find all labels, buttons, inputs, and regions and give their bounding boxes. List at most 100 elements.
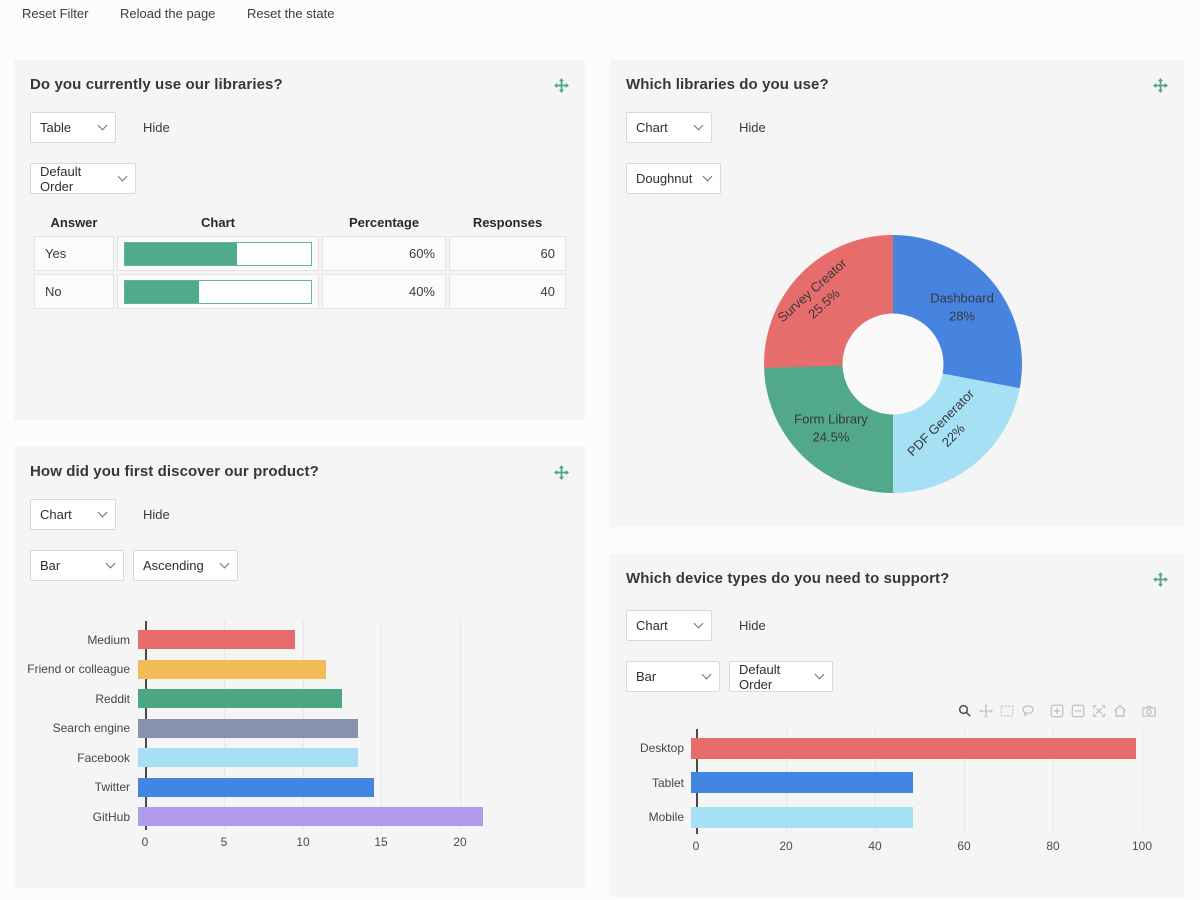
- col-header-chart: Chart: [201, 215, 235, 230]
- reload-page-button[interactable]: Reload the page: [120, 6, 216, 21]
- x-tick: 60: [957, 839, 971, 853]
- hide-button[interactable]: Hide: [739, 120, 766, 135]
- page-title: Which device types do you need to suppor…: [626, 570, 950, 587]
- cell-percentage: 40%: [322, 274, 446, 309]
- cell-answer: No: [34, 274, 114, 309]
- camera-icon[interactable]: [1142, 704, 1156, 718]
- x-tick: 0: [692, 839, 700, 853]
- chevron-down-icon: [693, 618, 704, 629]
- cell-percentage: 60%: [322, 236, 446, 271]
- slice-percent: 28%: [948, 308, 976, 323]
- view-type-select[interactable]: Chart: [30, 499, 116, 530]
- chart-type-select[interactable]: Bar: [626, 661, 720, 692]
- hide-button[interactable]: Hide: [143, 120, 170, 135]
- doughnut-chart[interactable]: [764, 235, 1022, 493]
- slice-name: Dashboard: [930, 290, 994, 306]
- bar-row: Desktop: [610, 731, 1184, 766]
- bar-reddit[interactable]: [138, 689, 342, 709]
- chevron-down-icon: [693, 120, 704, 131]
- progress-track: [124, 241, 312, 266]
- x-tick: 10: [296, 835, 310, 849]
- bar-friend-or-colleague[interactable]: [138, 659, 326, 679]
- chevron-down-icon: [219, 558, 230, 569]
- chart-type-select[interactable]: Doughnut: [626, 163, 721, 194]
- bar-row: Twitter: [14, 773, 585, 803]
- bar-rows: Medium Friend or colleague Reddit Search…: [14, 625, 585, 832]
- bar-tablet[interactable]: [691, 772, 913, 794]
- cell-answer: Yes: [34, 236, 114, 271]
- bar-category-label: Search engine: [52, 721, 130, 736]
- zoom-in-icon[interactable]: [1050, 704, 1064, 718]
- bar-category-label: Friend or colleague: [27, 662, 130, 677]
- panel-device-types: Which device types do you need to suppor…: [610, 554, 1184, 897]
- bar-facebook[interactable]: [138, 748, 358, 768]
- chart-type-value: Doughnut: [636, 171, 693, 186]
- cell-responses: 60: [449, 236, 566, 271]
- bar-github[interactable]: [138, 807, 483, 827]
- gridline: [1053, 729, 1054, 834]
- bar-category-label: Tablet: [651, 775, 684, 790]
- bar-category-label: GitHub: [92, 809, 130, 824]
- autoscale-icon[interactable]: [1092, 704, 1106, 718]
- order-value: Default Order: [40, 163, 82, 194]
- slice-label-form-library: Form Library 24.5%: [794, 410, 868, 445]
- x-tick: 0: [141, 835, 149, 849]
- chart-type-value: Bar: [40, 558, 61, 573]
- view-type-select[interactable]: Chart: [626, 610, 712, 641]
- x-tick: 80: [1046, 839, 1060, 853]
- chevron-down-icon: [117, 171, 128, 182]
- chart-type-select[interactable]: Bar: [30, 550, 124, 581]
- reset-axes-home-icon[interactable]: [1113, 704, 1127, 718]
- reset-filter-button[interactable]: Reset Filter: [22, 6, 89, 21]
- col-header-responses: Responses: [472, 215, 543, 230]
- bar-category-label: Desktop: [639, 741, 684, 756]
- bar-row: Facebook: [14, 743, 585, 773]
- zoom-out-icon[interactable]: [1071, 704, 1085, 718]
- col-header-answer: Answer: [50, 215, 98, 230]
- progress-bar: [125, 242, 237, 265]
- gridline: [460, 621, 461, 830]
- order-select[interactable]: Default Order: [729, 661, 833, 692]
- move-icon[interactable]: [553, 77, 570, 99]
- move-icon[interactable]: [1152, 77, 1169, 99]
- order-select[interactable]: Default Order: [30, 163, 136, 194]
- hide-button[interactable]: Hide: [739, 618, 766, 633]
- zoom-icon[interactable]: [958, 704, 972, 718]
- view-type-select[interactable]: Chart: [626, 112, 712, 143]
- panel-use-libraries: Do you currently use our libraries? Tabl…: [14, 60, 585, 420]
- page-title: Do you currently use our libraries?: [30, 76, 283, 93]
- cell-responses: 40: [449, 274, 566, 309]
- move-icon[interactable]: [553, 464, 570, 486]
- x-tick: 15: [374, 835, 388, 849]
- move-icon[interactable]: [1152, 571, 1169, 593]
- order-value: Default Order: [739, 661, 781, 692]
- lasso-icon[interactable]: [1021, 704, 1035, 718]
- bar-row: Search engine: [14, 714, 585, 744]
- view-type-value: Table: [40, 120, 72, 135]
- page-title: Which libraries do you use?: [626, 76, 829, 93]
- gridline: [964, 729, 965, 834]
- bar-desktop[interactable]: [691, 737, 1136, 759]
- chevron-down-icon: [97, 507, 108, 518]
- bar-twitter[interactable]: [138, 777, 374, 797]
- bar-medium[interactable]: [138, 630, 295, 650]
- bar-row: Reddit: [14, 684, 585, 714]
- box-select-icon[interactable]: [1000, 704, 1014, 718]
- bar-category-label: Twitter: [94, 780, 130, 795]
- bar-row: Medium: [14, 625, 585, 655]
- gridline: [1142, 729, 1143, 834]
- hide-button[interactable]: Hide: [143, 507, 170, 522]
- view-type-value: Chart: [636, 120, 668, 135]
- bar-mobile[interactable]: [691, 806, 913, 828]
- bar-row: Tablet: [610, 766, 1184, 801]
- order-select[interactable]: Ascending: [133, 550, 238, 581]
- reset-state-button[interactable]: Reset the state: [247, 6, 335, 21]
- bar-category-label: Facebook: [77, 750, 130, 765]
- bar-chart-devices: Desktop Tablet Mobile 0 20 40 60 80 100: [610, 729, 1184, 859]
- cell-chart: [117, 236, 319, 271]
- bar-search-engine[interactable]: [138, 718, 358, 738]
- pan-icon[interactable]: [979, 704, 993, 718]
- chevron-down-icon: [702, 171, 713, 182]
- view-type-select[interactable]: Table: [30, 112, 116, 143]
- order-value: Ascending: [143, 558, 204, 573]
